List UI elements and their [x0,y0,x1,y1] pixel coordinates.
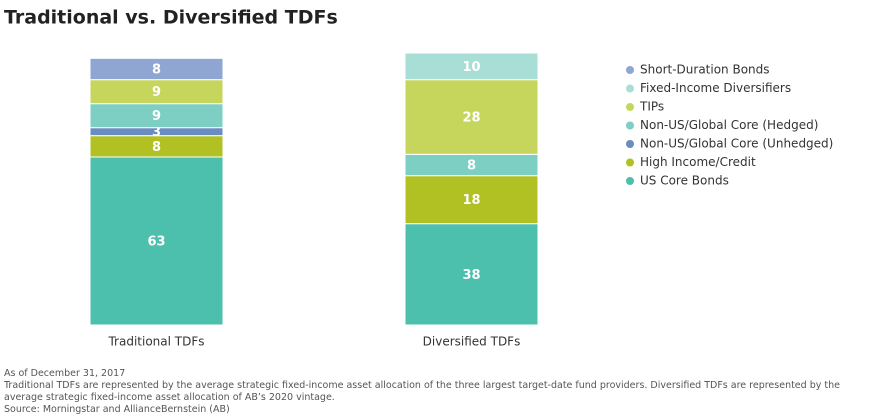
legend-label: Short-Duration Bonds [640,63,770,77]
segment-label: 10 [462,60,480,75]
legend-label: Non-US/Global Core (Hedged) [640,118,818,132]
segment-label: 63 [147,235,165,250]
legend-label: TIPs [639,100,664,114]
bar-segment [404,52,539,81]
segment-label: 28 [462,111,480,126]
note: Traditional TDFs are represented by the … [4,380,840,403]
segment-label: 9 [152,85,161,100]
legend-marker [626,66,634,74]
legend-marker [626,140,634,148]
chart: Traditional vs. Diversified TDFs 6383998… [4,7,833,349]
legend-marker [626,158,634,167]
segment-label: 38 [462,268,480,283]
legend-marker [626,177,634,185]
bar-segment [404,223,539,326]
legend-marker [626,103,634,111]
segment-label: 8 [152,140,161,155]
notes: As of December 31, 2017 Traditional TDFs … [4,368,876,416]
bar-segment [89,156,224,326]
chart-title: Traditional vs. Diversified TDFs [4,7,338,29]
segment-label: 8 [467,159,476,174]
segment-label: 3 [152,125,161,140]
x-tick-label: Traditional TDFs [107,335,204,349]
note: As of December 31, 2017 [4,368,126,379]
note: Source: Morningstar and AllianceBernstei… [4,404,230,415]
legend-marker [626,121,634,130]
segment-label: 9 [152,109,161,124]
legend-label: Fixed-Income Diversifiers [640,81,791,95]
x-tick-label: Diversified TDFs [423,335,521,349]
bar-segment [89,103,224,129]
segment-label: 18 [462,193,480,208]
legend-marker [626,84,634,93]
legend-label: US Core Bonds [640,174,729,188]
segment-label: 8 [152,63,161,78]
bar-segment [404,175,539,225]
legend-label: High Income/Credit [640,155,756,169]
bar-segment [89,57,224,81]
legend-label: Non-US/Global Core (Unhedged) [640,137,833,151]
